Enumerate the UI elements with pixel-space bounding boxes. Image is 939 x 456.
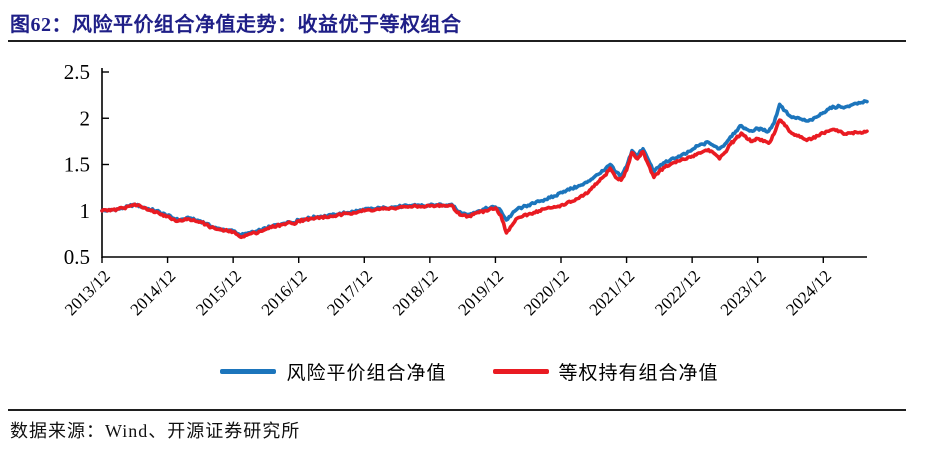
x-tick-label: 2014/12	[127, 266, 180, 319]
series-line-equal-weight	[100, 118, 869, 240]
figure-title: 图62：风险平价组合净值走势：收益优于等权组合	[10, 14, 462, 36]
x-tick-label: 2015/12	[192, 266, 245, 319]
x-tick-label: 2024/12	[782, 266, 835, 319]
y-tick-label: 1	[80, 199, 91, 223]
legend-label-equal-weight: 等权持有组合净值	[558, 363, 719, 384]
x-tick-label: 2023/12	[717, 266, 770, 319]
legend-line-swatch-blue	[220, 369, 277, 374]
x-tick-label: 2017/12	[323, 266, 376, 319]
x-tick-label: 2018/12	[389, 266, 442, 319]
x-tick-label: 2020/12	[520, 266, 573, 319]
x-tick-label: 2022/12	[651, 266, 704, 319]
legend-label-risk-parity: 风险平价组合净值	[286, 363, 447, 384]
x-tick-label: 2016/12	[258, 266, 311, 319]
x-tick-label: 2021/12	[586, 266, 639, 319]
legend-line-swatch-red	[492, 369, 549, 374]
y-tick-label: 2	[80, 106, 91, 130]
series-line-risk-parity	[100, 99, 869, 237]
x-tick-label: 2013/12	[61, 266, 114, 319]
chart-legend: 风险平价组合净值 等权持有组合净值	[0, 358, 939, 385]
x-tick-label: 2019/12	[454, 266, 507, 319]
y-tick-label: 2.5	[64, 60, 90, 84]
legend-item-risk-parity: 风险平价组合净值	[220, 358, 446, 385]
legend-item-equal-weight: 等权持有组合净值	[492, 358, 719, 385]
y-tick-label: 1.5	[64, 153, 90, 177]
header-divider	[8, 40, 906, 42]
footer-divider	[8, 409, 906, 411]
data-source-note: 数据来源：Wind、开源证券研究所	[10, 421, 301, 441]
y-tick-label: 0.5	[64, 245, 90, 269]
